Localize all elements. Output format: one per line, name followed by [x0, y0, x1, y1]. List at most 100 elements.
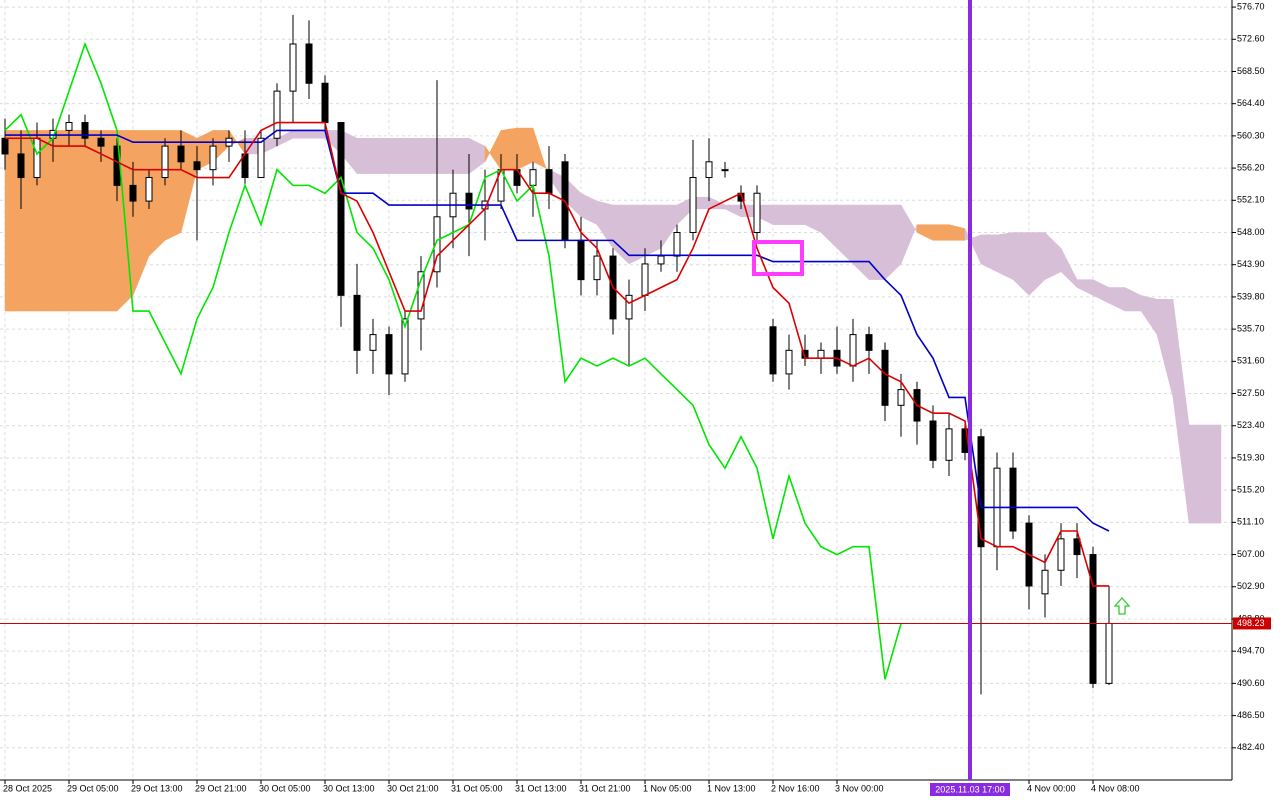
- cloud-segment: [84, 130, 102, 312]
- candle-body: [33, 137, 41, 179]
- candle-body: [353, 294, 361, 351]
- y-tick-label: 494.70: [1237, 646, 1265, 656]
- y-tick-label: 543.90: [1237, 259, 1265, 269]
- candle-body: [401, 318, 409, 375]
- x-tick-label: 29 Oct 13:00: [131, 783, 183, 793]
- y-tick-label: 556.20: [1237, 162, 1265, 172]
- candle-body: [97, 137, 105, 147]
- x-tick-label: 4 Nov 00:00: [1027, 783, 1076, 793]
- candle-body: [289, 43, 297, 92]
- candle-body: [721, 169, 729, 172]
- candle-body: [145, 177, 153, 202]
- cloud-segment: [996, 232, 1014, 281]
- cloud-segment: [388, 137, 406, 174]
- candle-body: [81, 122, 89, 139]
- candle-body: [785, 349, 793, 375]
- candle-body: [817, 349, 825, 359]
- candle-body: [673, 232, 681, 257]
- x-tick-label: 30 Oct 13:00: [323, 783, 375, 793]
- y-tick-label: 490.60: [1237, 678, 1265, 688]
- candle-body: [641, 263, 649, 296]
- candle-body: [1009, 467, 1017, 532]
- cloud-segment: [68, 130, 86, 312]
- cloud-segment: [868, 204, 886, 280]
- x-tick-label: 30 Oct 21:00: [387, 783, 439, 793]
- candle-body: [273, 90, 281, 139]
- candle-body: [849, 334, 857, 367]
- highlight-box: [752, 240, 804, 276]
- candle-body: [337, 122, 345, 296]
- candle-body: [929, 420, 937, 461]
- cloud-segment: [500, 127, 518, 170]
- candle-body: [881, 349, 889, 406]
- candle-body: [865, 334, 873, 351]
- cloud-segment: [404, 137, 422, 174]
- candle-body: [1, 137, 9, 155]
- candle-body: [17, 153, 25, 179]
- y-tick-label: 560.30: [1237, 130, 1265, 140]
- candle-body: [705, 161, 713, 179]
- candle-body: [1089, 554, 1097, 684]
- y-tick-label: 539.80: [1237, 291, 1265, 301]
- x-tick-label: 31 Oct 05:00: [451, 783, 503, 793]
- cloud-segment: [772, 204, 790, 225]
- candle-body: [897, 389, 905, 406]
- up-arrow: [1113, 597, 1131, 615]
- x-tick-label: 31 Oct 13:00: [515, 783, 567, 793]
- cloud-segment: [788, 204, 806, 225]
- candle-body: [753, 192, 761, 234]
- candle-body: [129, 184, 137, 202]
- x-tick-label: 1 Nov 05:00: [643, 783, 692, 793]
- candle-body: [65, 122, 73, 131]
- y-tick-label: 486.50: [1237, 710, 1265, 720]
- x-tick-label: 4 Nov 08:00: [1091, 783, 1140, 793]
- y-tick-label: 564.40: [1237, 98, 1265, 108]
- y-tick-label: 511.10: [1237, 517, 1264, 527]
- candle-body: [177, 145, 185, 163]
- candle-body: [657, 255, 665, 265]
- candle-body: [1041, 569, 1049, 595]
- candle-body: [1073, 538, 1081, 556]
- cloud-segment: [372, 137, 390, 174]
- candle-body: [321, 82, 329, 124]
- cloud-segment: [308, 130, 326, 139]
- cloud-segment: [932, 224, 950, 241]
- candle-body: [257, 137, 265, 179]
- candle-body: [945, 428, 953, 461]
- candle-body: [545, 169, 553, 194]
- crosshair-box: [930, 783, 1010, 796]
- y-tick-label: 576.70: [1237, 1, 1265, 11]
- candle-body: [417, 271, 425, 320]
- x-tick-label: 2 Nov 16:00: [771, 783, 820, 793]
- y-tick-label: 502.90: [1237, 581, 1265, 591]
- indicator-line: [5, 121, 1109, 587]
- candle-body: [305, 43, 313, 84]
- x-tick-label: 30 Oct 05:00: [259, 783, 311, 793]
- y-tick-label: 482.40: [1237, 742, 1265, 752]
- y-tick-label: 523.40: [1237, 420, 1265, 430]
- y-tick-label: 519.30: [1237, 452, 1265, 462]
- y-tick-label: 527.50: [1237, 388, 1265, 398]
- cloud-segment: [420, 137, 438, 174]
- y-tick-label: 507.00: [1237, 549, 1265, 559]
- y-tick-label: 531.60: [1237, 356, 1265, 366]
- candle-body: [1057, 538, 1065, 571]
- y-tick-label: 548.00: [1237, 227, 1265, 237]
- cloud-segment: [52, 130, 70, 312]
- candle-body: [465, 192, 473, 210]
- candle-body: [385, 334, 393, 375]
- cloud-segment: [292, 130, 310, 139]
- x-tick-label: 31 Oct 21:00: [579, 783, 631, 793]
- candle-body: [529, 169, 537, 186]
- y-tick-label: 535.70: [1237, 323, 1265, 333]
- candle-body: [193, 161, 201, 171]
- candle-body: [689, 177, 697, 234]
- cloud-segment: [452, 137, 470, 174]
- candle-body: [433, 216, 441, 273]
- current-price-label: 498.23: [1237, 618, 1265, 628]
- candle-body: [369, 334, 377, 351]
- x-tick-label: 28 Oct 2025: [3, 783, 52, 793]
- indicator-line: [4, 41, 902, 680]
